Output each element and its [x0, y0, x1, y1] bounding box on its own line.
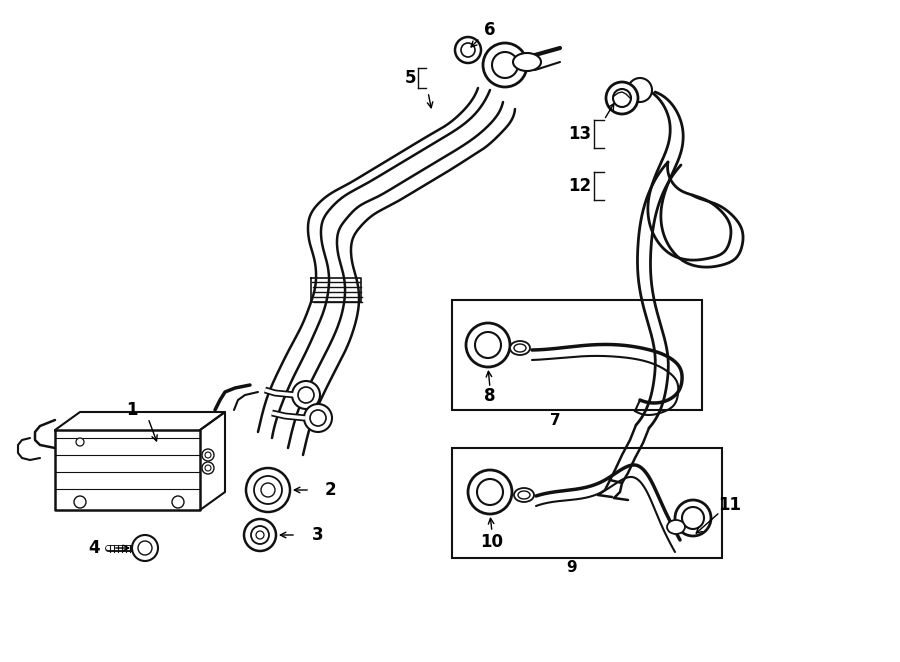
- Circle shape: [172, 496, 184, 508]
- Text: 12: 12: [569, 177, 591, 195]
- Circle shape: [461, 43, 475, 57]
- Circle shape: [74, 496, 86, 508]
- Ellipse shape: [514, 344, 526, 352]
- Circle shape: [606, 82, 638, 114]
- Circle shape: [246, 468, 290, 512]
- Bar: [452, 448, 722, 558]
- Ellipse shape: [510, 341, 530, 355]
- Circle shape: [466, 323, 510, 367]
- Circle shape: [76, 438, 84, 446]
- Text: 9: 9: [567, 561, 577, 575]
- Circle shape: [205, 465, 211, 471]
- Circle shape: [254, 476, 282, 504]
- Circle shape: [455, 37, 481, 63]
- Circle shape: [468, 470, 512, 514]
- Text: 13: 13: [569, 125, 591, 143]
- Circle shape: [251, 526, 269, 544]
- Circle shape: [628, 78, 652, 102]
- Text: 4: 4: [88, 539, 100, 557]
- Circle shape: [261, 483, 275, 497]
- Ellipse shape: [518, 491, 530, 499]
- Circle shape: [132, 535, 158, 561]
- Circle shape: [202, 449, 214, 461]
- Circle shape: [292, 381, 320, 409]
- Circle shape: [477, 479, 503, 505]
- Text: 3: 3: [312, 526, 324, 544]
- Circle shape: [475, 332, 501, 358]
- Circle shape: [298, 387, 314, 403]
- Ellipse shape: [667, 520, 685, 534]
- Circle shape: [256, 531, 264, 539]
- Circle shape: [613, 89, 631, 107]
- Circle shape: [492, 52, 518, 78]
- Text: 6: 6: [484, 21, 496, 39]
- Text: 11: 11: [718, 496, 742, 514]
- Circle shape: [244, 519, 276, 551]
- Ellipse shape: [513, 53, 541, 71]
- Text: 2: 2: [325, 481, 337, 499]
- Text: 7: 7: [550, 412, 561, 428]
- Circle shape: [483, 43, 527, 87]
- Text: 10: 10: [481, 533, 503, 551]
- Circle shape: [202, 462, 214, 474]
- Circle shape: [310, 410, 326, 426]
- Text: 5: 5: [404, 69, 416, 87]
- Circle shape: [138, 541, 152, 555]
- Bar: [452, 300, 702, 410]
- Ellipse shape: [514, 488, 534, 502]
- Circle shape: [675, 500, 711, 536]
- Circle shape: [205, 452, 211, 458]
- Circle shape: [682, 507, 704, 529]
- Text: 1: 1: [126, 401, 138, 419]
- Circle shape: [304, 404, 332, 432]
- Text: 8: 8: [484, 387, 496, 405]
